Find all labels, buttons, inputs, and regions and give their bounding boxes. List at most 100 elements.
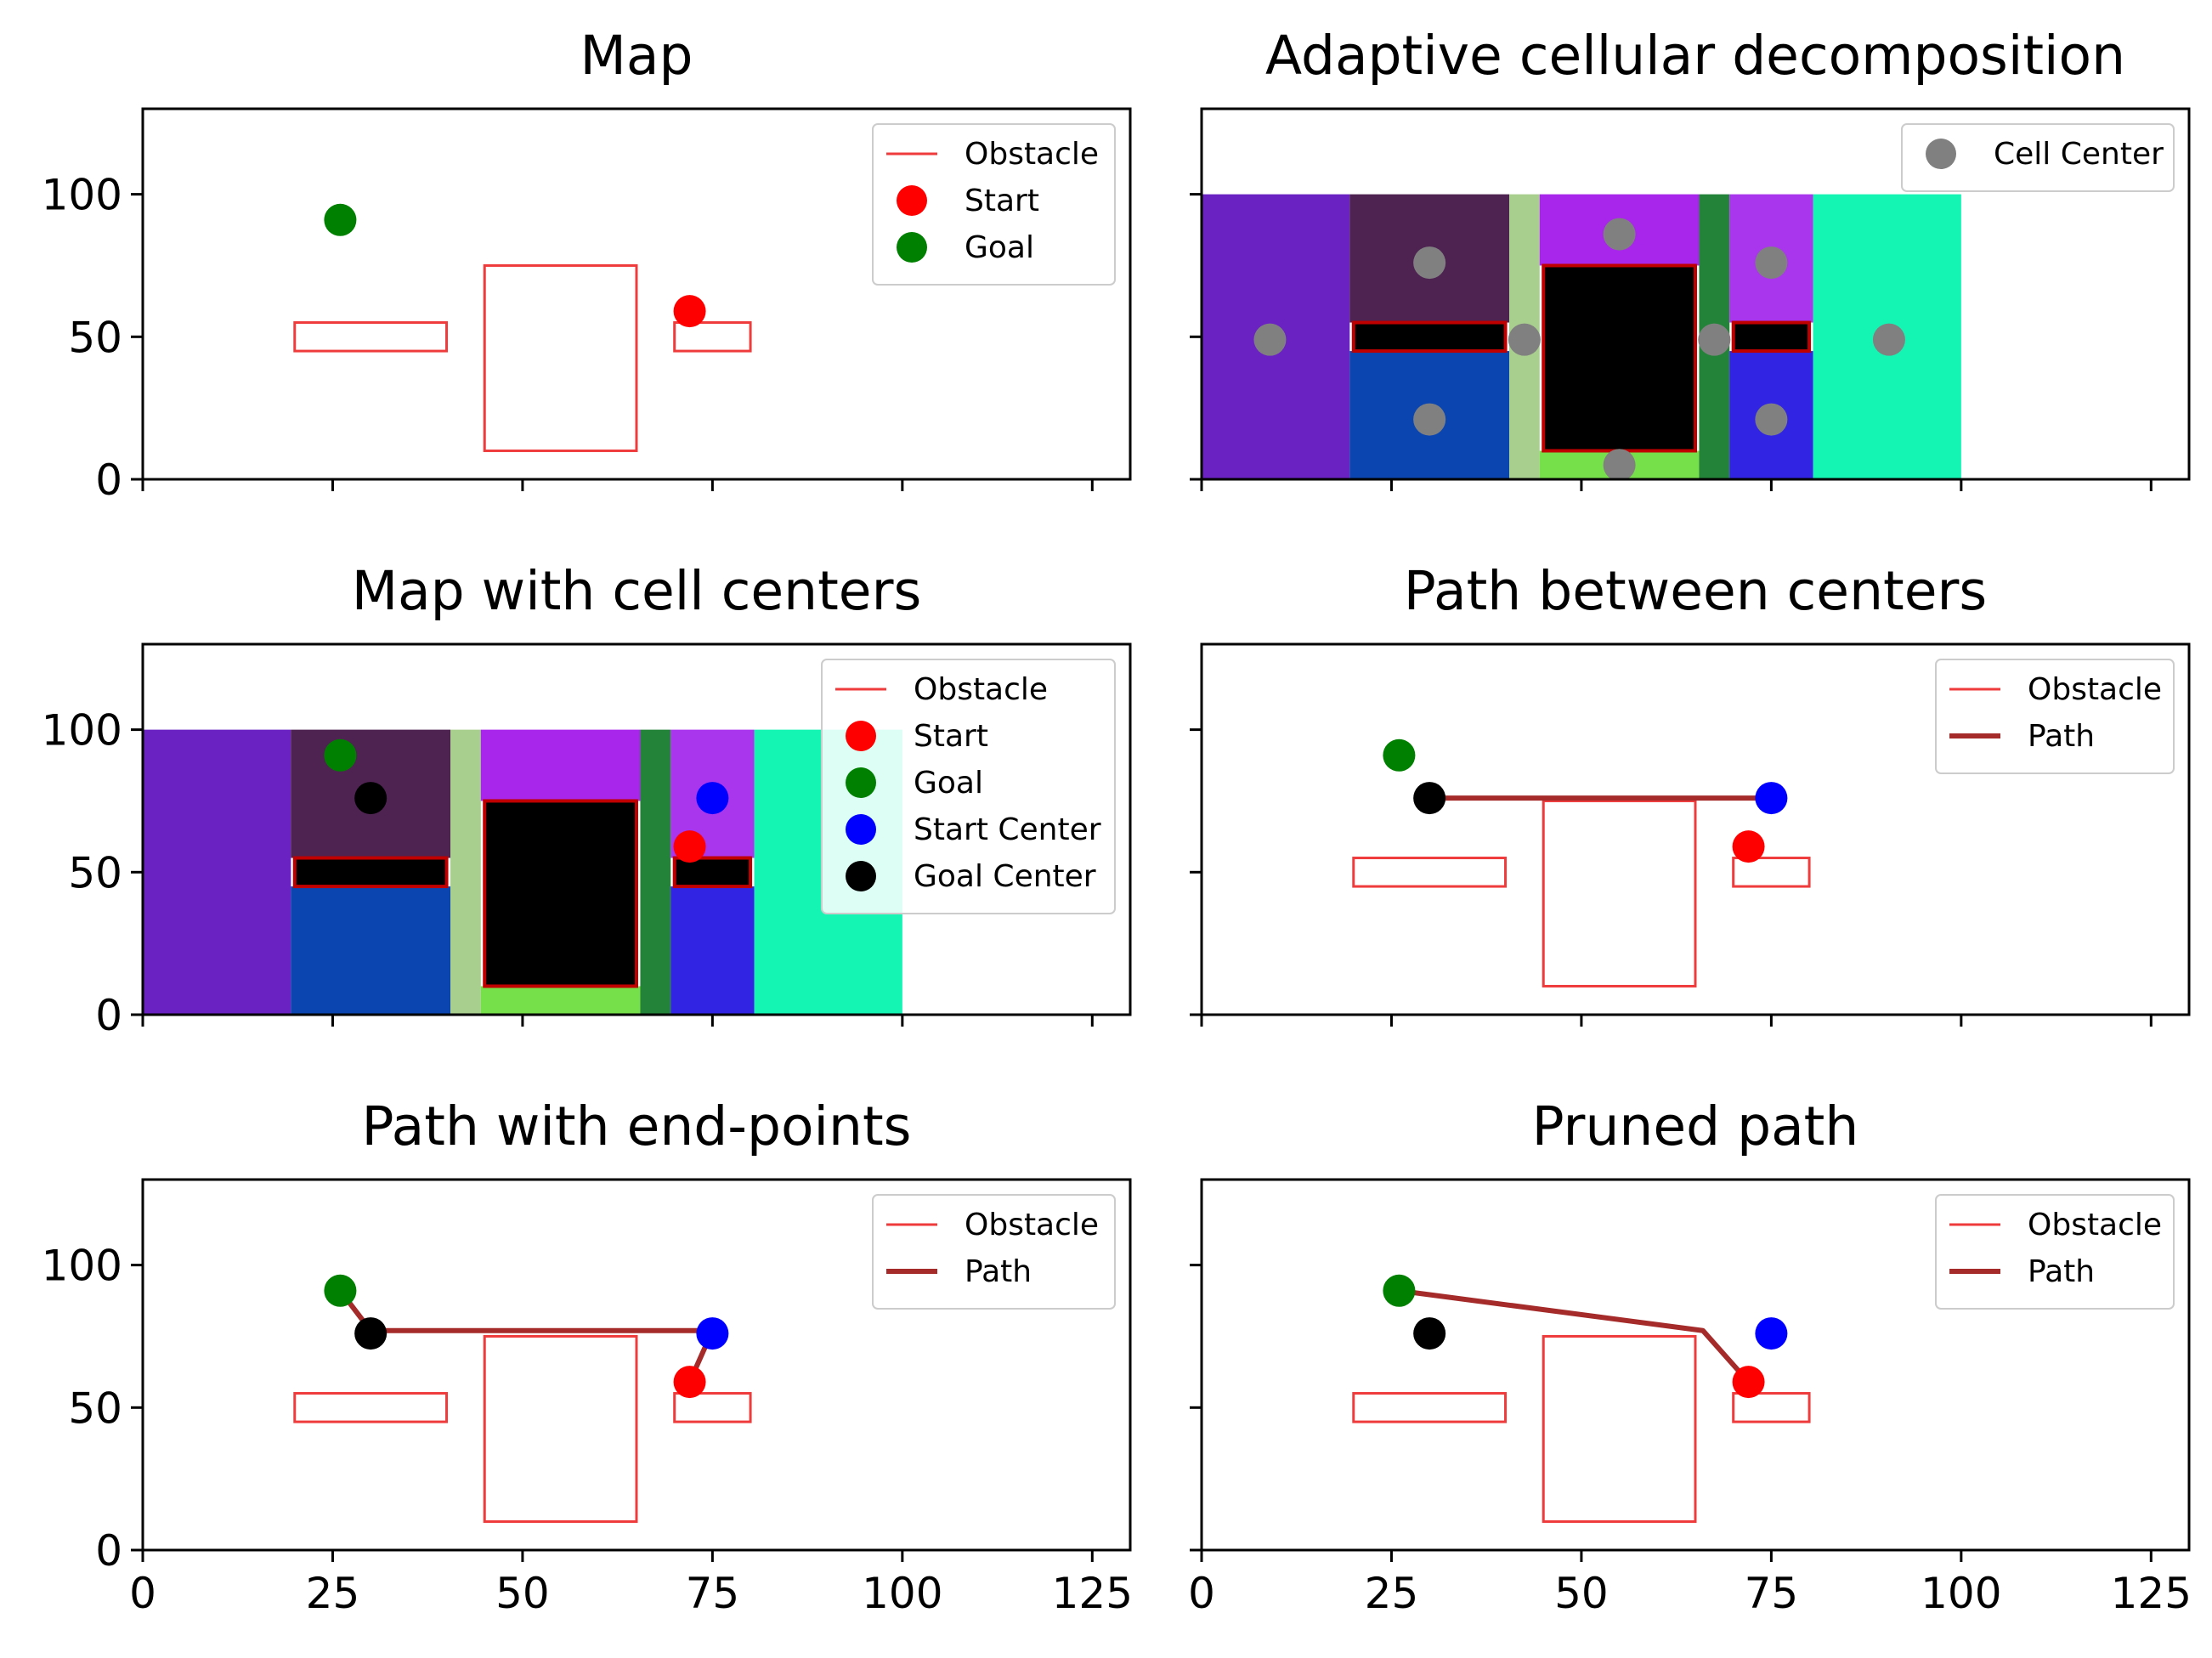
cell-center-point — [1413, 403, 1446, 436]
y-tick-label: 50 — [68, 848, 122, 897]
legend-label: Obstacle — [2028, 1208, 2162, 1242]
start-point — [673, 295, 706, 328]
obstacle-filled — [672, 856, 753, 889]
goal-center-point — [354, 1317, 388, 1350]
legend-marker — [846, 814, 876, 845]
legend-label: Obstacle — [914, 672, 1048, 707]
obstacle-outline — [673, 321, 752, 353]
start-center-point — [696, 782, 729, 815]
obstacle-outline — [1542, 1334, 1697, 1523]
legend: Obstacle Start Goal — [872, 123, 1116, 286]
subplot-2: Adaptive cellular decomposition Cell Cent… — [1190, 25, 2191, 491]
obstacle-outline — [293, 1392, 449, 1423]
x-tick-label: 100 — [862, 1569, 942, 1618]
legend-marker — [846, 721, 876, 751]
cell-center-point — [1253, 323, 1287, 356]
axes-frame — [1200, 107, 2191, 481]
plot-area — [1352, 738, 1811, 987]
obstacle-outline — [293, 321, 449, 353]
start-point — [1732, 1366, 1765, 1399]
x-tick-label: 100 — [1921, 1569, 2001, 1618]
cell-center-point — [1755, 403, 1788, 436]
goal-point — [324, 1274, 357, 1307]
plot-area — [293, 203, 752, 452]
legend-box — [821, 659, 1116, 914]
obstacle-outline — [1542, 799, 1697, 987]
goal-center-point — [1413, 1317, 1446, 1350]
axes-frame — [141, 1178, 1132, 1552]
cell-center-point — [1603, 449, 1636, 479]
subplot-title: Map with cell centers — [352, 560, 922, 622]
axes-frame — [1200, 1178, 2191, 1552]
legend-label: Start — [965, 184, 1039, 218]
x-tick-label: 75 — [1745, 1569, 1799, 1618]
x-tick-label: 50 — [495, 1569, 550, 1618]
y-tick-label: 100 — [42, 706, 122, 755]
start-point — [673, 830, 706, 863]
obstacle-outline — [673, 1392, 752, 1423]
legend-label: Path — [2028, 1254, 2095, 1289]
cell-rect — [143, 729, 291, 1015]
start-center-point — [1755, 1317, 1788, 1350]
obstacle-outline — [1352, 1392, 1508, 1423]
legend-label: Goal — [914, 766, 983, 801]
x-tick-label: 75 — [686, 1569, 740, 1618]
y-tick-label: 0 — [95, 456, 122, 505]
legend-marker — [846, 767, 876, 798]
legend-label: Path — [965, 1254, 1032, 1289]
legend-label: Obstacle — [965, 137, 1099, 172]
legend: Obstacle Path — [1935, 1194, 2175, 1310]
start-center-point — [696, 1317, 729, 1350]
legend-label: Goal — [965, 230, 1034, 265]
subplot-4: Path between centers Obstacle Path — [1190, 560, 2191, 1027]
subplot-1: Map 0 50 100 Obstacle Start Goal — [42, 25, 1132, 505]
x-tick-label: 0 — [129, 1569, 156, 1618]
cell-center-point — [1603, 218, 1636, 251]
goal-point — [1383, 1274, 1416, 1307]
obstacle-filled — [292, 856, 449, 889]
goal-center-point — [1413, 782, 1446, 815]
x-tick-label: 25 — [306, 1569, 360, 1618]
legend-label: Obstacle — [2028, 672, 2162, 707]
goal-point — [1383, 738, 1416, 772]
obstacle-filled — [1351, 320, 1508, 354]
plot-area — [143, 729, 902, 1015]
x-tick-label: 50 — [1554, 1569, 1609, 1618]
subplot-title: Adaptive cellular decomposition — [1265, 25, 2125, 87]
legend-label: Start Center — [914, 812, 1101, 847]
subplot-5: Path with end-points 0 25 50 75 100 125 0 50 100 O… — [42, 1095, 1133, 1618]
cell-center-point — [1872, 323, 1905, 356]
x-tick-label: 0 — [1188, 1569, 1215, 1618]
legend-label: Path — [2028, 719, 2095, 754]
y-tick-label: 0 — [95, 991, 122, 1040]
subplot-3: Map with cell centers 0 50 100 Obstacle Start… — [42, 560, 1132, 1040]
legend-label: Cell Center — [1994, 137, 2164, 172]
legend-box — [1901, 123, 2175, 192]
goal-center-point — [354, 782, 388, 815]
start-point — [1732, 830, 1765, 863]
x-tick-label: 125 — [1052, 1569, 1133, 1618]
cell-rect — [670, 886, 755, 1015]
cell-rect — [450, 729, 481, 1015]
subplot-title: Path between centers — [1404, 560, 1987, 622]
axes-frame — [141, 642, 1132, 1016]
obstacle-filled — [1731, 320, 1812, 354]
y-tick-label: 50 — [68, 1384, 122, 1433]
obstacle-outline — [1732, 857, 1811, 888]
obstacle-outline — [483, 263, 638, 452]
legend-marker — [846, 861, 876, 891]
cell-rect — [480, 986, 641, 1015]
legend-label: Goal Center — [914, 859, 1096, 894]
y-tick-label: 100 — [42, 1242, 122, 1291]
legend-marker — [1926, 139, 1956, 169]
cell-center-point — [1413, 246, 1446, 280]
legend: Obstacle Start Goal Start Center Goal Center — [821, 659, 1116, 914]
plot-area — [1352, 1274, 1811, 1523]
cell-center-point — [1508, 323, 1541, 356]
legend-marker — [897, 185, 927, 216]
legend-box — [872, 123, 1116, 286]
obstacle-filled — [483, 799, 638, 988]
legend: Obstacle Path — [872, 1194, 1116, 1310]
y-tick-label: 100 — [42, 171, 122, 220]
